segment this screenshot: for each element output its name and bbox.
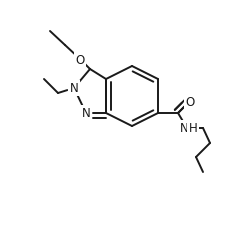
Text: H: H [189,121,197,134]
Text: N: N [82,107,90,120]
Text: O: O [75,53,85,66]
Text: N: N [70,82,78,95]
Text: O: O [185,95,195,108]
Text: N: N [180,122,188,135]
